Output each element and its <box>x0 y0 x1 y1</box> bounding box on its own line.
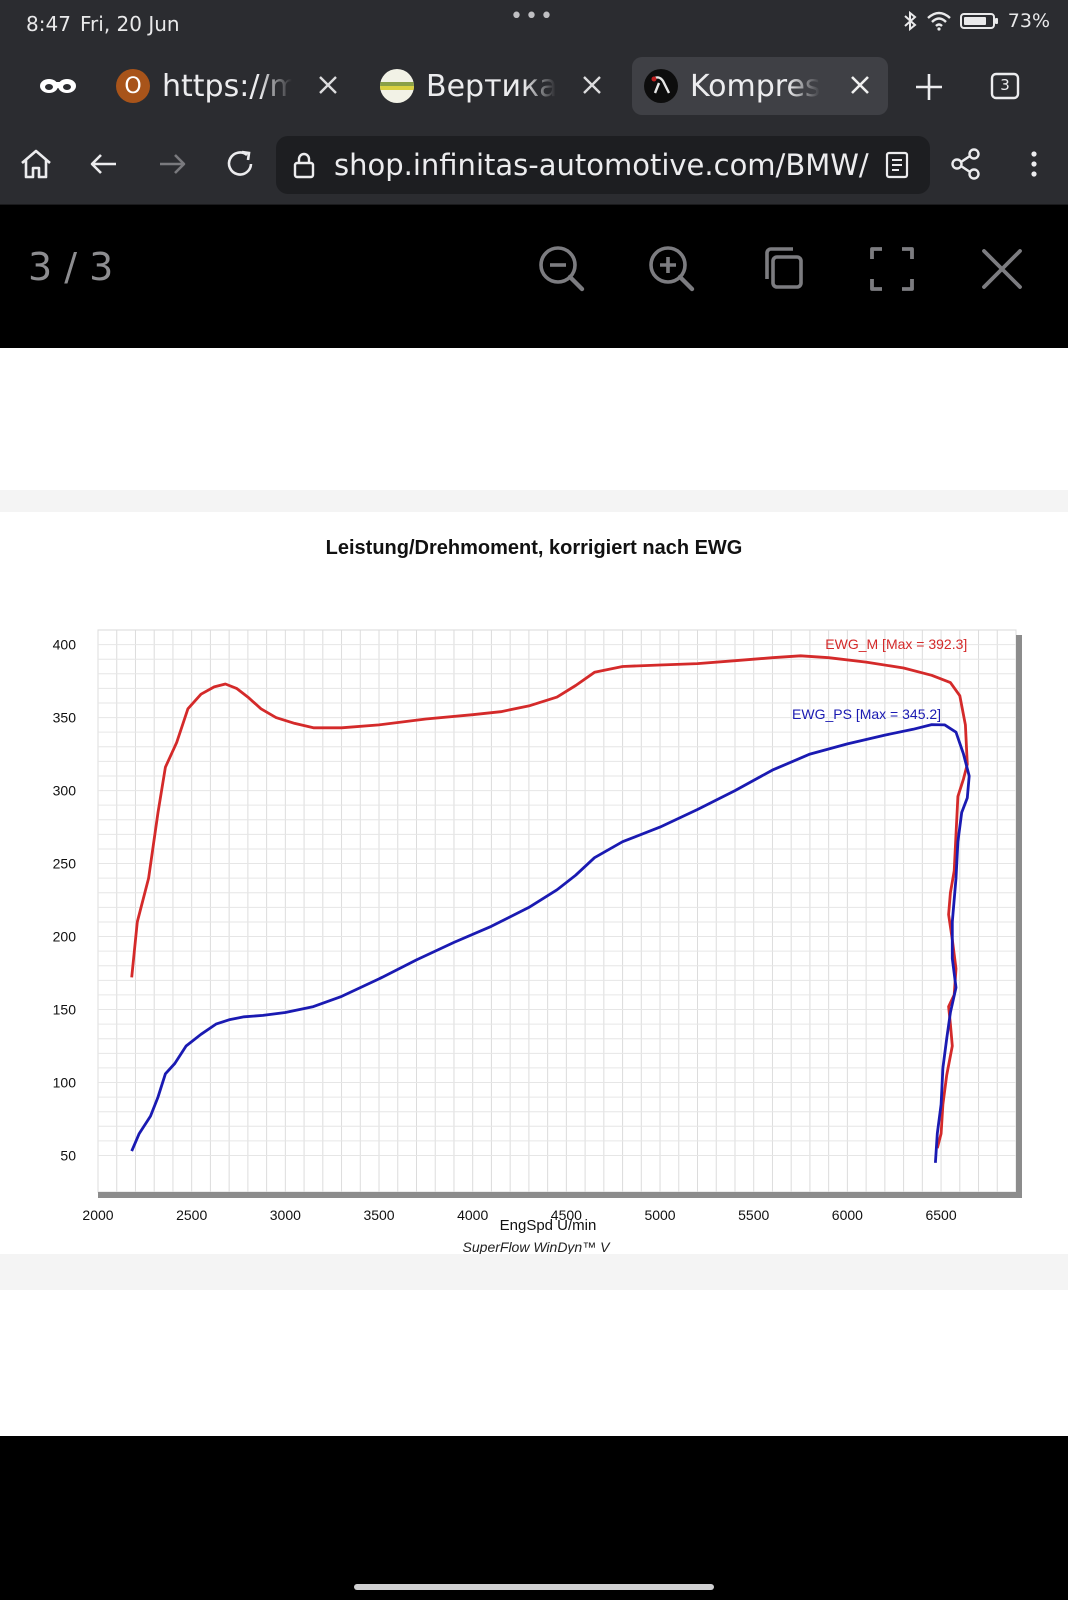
chart-axes: 2000 2500 3000 3500 4000 4500 5000 5500 6000 6500… <box>53 635 1022 1223</box>
x-tick-label: 4000 <box>457 1207 488 1223</box>
tab-switcher-icon <box>990 72 1020 100</box>
battery-icon <box>959 13 998 29</box>
status-bar: 8:47 Fri, 20 Jun ••• 73% <box>0 0 1068 46</box>
tab-1[interactable]: O https://m <box>104 57 356 115</box>
forward-arrow-icon[interactable] <box>152 144 192 184</box>
battery-percent: 73% <box>1007 10 1050 32</box>
url-text[interactable]: shop.infinitas-automotive.com/BMW/3 <box>334 148 869 182</box>
chart-series <box>130 654 971 1163</box>
reload-icon[interactable] <box>220 144 260 184</box>
x-tick-label: 5000 <box>644 1207 675 1223</box>
zoom-in-icon[interactable] <box>646 243 698 295</box>
reader-mode-icon[interactable] <box>882 150 912 180</box>
x-axis-label: EngSpd U/min <box>500 1217 597 1234</box>
y-tick-label: 350 <box>53 710 77 726</box>
tab-strip: O https://m Вертикал Kompress <box>0 46 1068 126</box>
status-icons: 73% <box>902 10 1050 32</box>
dyno-chart-image: Leistung/Drehmoment, korrigiert nach EWG… <box>0 512 1068 1255</box>
address-bar[interactable]: shop.infinitas-automotive.com/BMW/3 <box>276 136 930 194</box>
home-icon[interactable] <box>16 144 56 184</box>
tab-switcher-button[interactable]: 3 <box>988 69 1022 103</box>
y-tick-label: 50 <box>60 1148 76 1164</box>
chart-grid <box>97 629 1017 1193</box>
bluetooth-icon <box>904 10 917 32</box>
close-tab-icon[interactable] <box>844 69 876 101</box>
image-viewer-toolbar: 3 / 3 <box>0 205 1068 348</box>
chart-footer: SuperFlow WinDyn™ V <box>463 1239 612 1254</box>
x-tick-label: 2500 <box>176 1207 207 1223</box>
close-tab-icon[interactable] <box>312 69 344 101</box>
window-drag-handle[interactable]: ••• <box>510 4 555 29</box>
y-tick-label: 400 <box>53 637 77 653</box>
dyno-chart: Leistung/Drehmoment, korrigiert nach EWG… <box>53 537 1022 1255</box>
zoom-out-icon[interactable] <box>536 243 588 295</box>
x-tick-label: 5500 <box>738 1207 769 1223</box>
image-counter: 3 / 3 <box>28 245 114 289</box>
back-arrow-icon[interactable] <box>84 144 124 184</box>
copy-icon[interactable] <box>758 243 810 295</box>
y-tick-label: 200 <box>53 929 77 945</box>
wifi-icon <box>926 11 951 31</box>
incognito-mask-icon[interactable] <box>38 72 78 100</box>
status-time: 8:47 <box>26 12 71 36</box>
plot-area <box>97 629 1017 1193</box>
browser-toolbar: shop.infinitas-automotive.com/BMW/3 <box>0 126 1068 205</box>
y-tick-label: 250 <box>53 856 77 872</box>
series-label-ewg-m: EWG_M [Max = 392.3] <box>825 636 967 652</box>
x-tick-label: 3500 <box>363 1207 394 1223</box>
chart-title: Leistung/Drehmoment, korrigiert nach EWG <box>326 537 743 559</box>
y-tick-label: 150 <box>53 1002 77 1018</box>
image-border: Leistung/Drehmoment, korrigiert nach EWG… <box>0 490 1068 1290</box>
fullscreen-icon[interactable] <box>866 243 918 295</box>
y-tick-label: 100 <box>53 1075 77 1091</box>
x-tick-label: 4500 <box>551 1207 582 1223</box>
y-tick-label: 300 <box>53 783 77 799</box>
series-label-ewg-ps: EWG_PS [Max = 345.2] <box>792 706 941 722</box>
status-date: Fri, 20 Jun <box>80 12 180 36</box>
tab-3-active[interactable]: Kompress <box>632 57 888 115</box>
share-icon[interactable] <box>946 144 986 184</box>
tab-title: Вертикал <box>426 68 556 104</box>
x-tick-label: 6500 <box>925 1207 956 1223</box>
more-menu-icon[interactable] <box>1014 144 1054 184</box>
close-viewer-icon[interactable] <box>976 243 1028 295</box>
tab-2[interactable]: Вертикал <box>368 57 620 115</box>
tab-count: 3 <box>1000 76 1010 94</box>
lock-icon[interactable] <box>290 150 318 180</box>
tab-title: https://m <box>162 68 292 104</box>
tab-favicon <box>644 69 678 103</box>
gesture-home-indicator[interactable] <box>354 1584 714 1590</box>
tab-favicon: O <box>116 69 150 103</box>
close-tab-icon[interactable] <box>576 69 608 101</box>
new-tab-icon[interactable] <box>912 70 946 104</box>
x-tick-label: 3000 <box>270 1207 301 1223</box>
image-canvas[interactable]: Leistung/Drehmoment, korrigiert nach EWG… <box>0 348 1068 1436</box>
chart-labels: EWG_M [Max = 392.3] EWG_PS [Max = 345.2] <box>792 636 967 722</box>
series-line-ewg_ps <box>130 723 971 1163</box>
tab-title: Kompress <box>690 68 820 104</box>
x-tick-label: 2000 <box>82 1207 113 1223</box>
x-tick-label: 6000 <box>832 1207 863 1223</box>
tab-favicon <box>380 69 414 103</box>
